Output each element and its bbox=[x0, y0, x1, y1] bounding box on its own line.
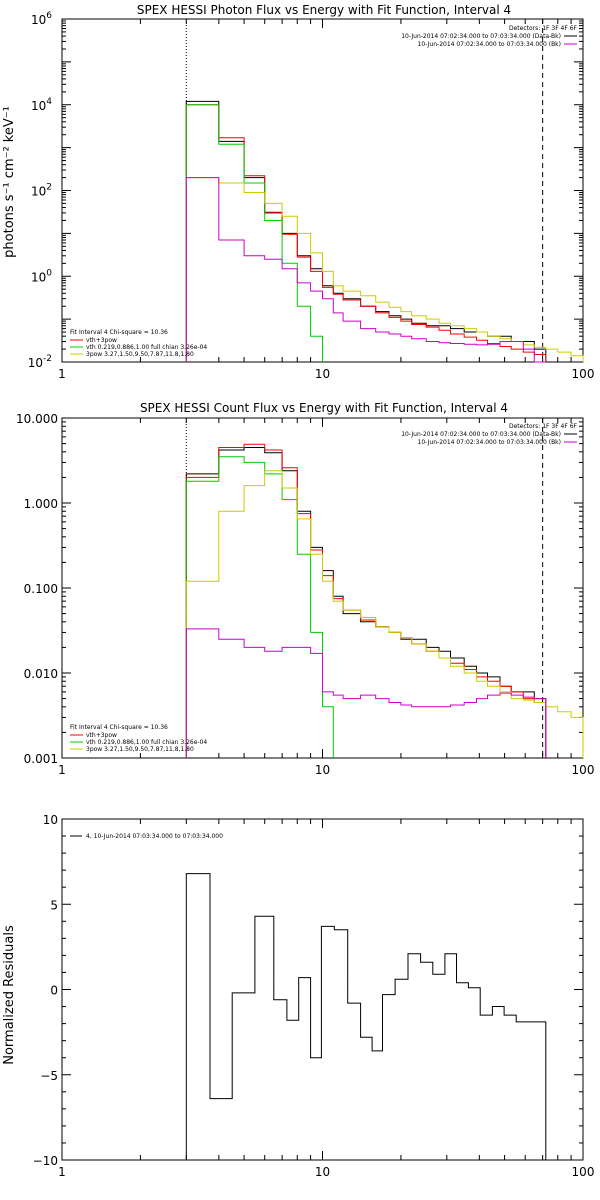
count-flux-legend-top-entry-0: 10-Jun-2014 07:02:34.000 to 07:03:34.000… bbox=[401, 431, 561, 438]
y-tick-label: 0.010 bbox=[24, 667, 58, 681]
residuals-ylabel: Normalized Residuals bbox=[2, 925, 17, 1065]
series-vth-line bbox=[185, 104, 323, 362]
y-tick-label: 100 bbox=[31, 268, 52, 284]
photon-flux-legend-top-entry-0: 10-Jun-2014 07:02:34.000 to 07:03:34.000… bbox=[401, 33, 561, 40]
series-bk-line bbox=[185, 177, 546, 363]
y-tick-label: 10-2 bbox=[28, 354, 52, 370]
y-tick-label: 5 bbox=[50, 898, 58, 912]
series-4-10-jun-2014-07-03-34-000-to-07-03-34-000-line bbox=[185, 873, 547, 1160]
count-flux-legend-bottom: Fit Interval 4 Chi-square = 10.36 vth+3p… bbox=[70, 724, 207, 753]
y-tick-label: 102 bbox=[31, 183, 52, 199]
photon-flux-legend-top: Detectors: 1F 3F 4F 6F 10-Jun-2014 07:02… bbox=[401, 25, 577, 48]
count-flux-panel: SPEX HESSI Count Flux vs Energy with Fit… bbox=[16, 401, 594, 777]
x-tick-label: 1 bbox=[58, 1165, 66, 1179]
y-tick-label: 10 bbox=[43, 813, 58, 827]
count-flux-title: SPEX HESSI Count Flux vs Energy with Fit… bbox=[140, 401, 508, 415]
photon-flux-legend-bottom-entry-0: vth+3pow bbox=[86, 337, 117, 344]
y-tick-label: −5 bbox=[40, 1069, 58, 1083]
photon-flux-series bbox=[185, 100, 584, 363]
residuals-series bbox=[185, 873, 547, 1160]
count-flux-legend-bottom-entry-0: vth+3pow bbox=[86, 732, 117, 739]
residuals-legend: 4, 10-Jun-2014 07:03:34.000 to 07:03:34.… bbox=[70, 833, 223, 840]
count-flux-series bbox=[185, 443, 584, 758]
y-tick-label: −10 bbox=[33, 1154, 58, 1168]
photon-flux-legend-bottom-header: Fit Interval 4 Chi-square = 10.36 bbox=[70, 329, 168, 336]
y-tick-label: 0 bbox=[50, 984, 58, 998]
y-tick-label: 1.000 bbox=[24, 497, 58, 511]
series-3pow-line bbox=[185, 470, 584, 758]
x-tick-label: 100 bbox=[572, 367, 595, 381]
photon-flux-legend-bottom-entry-2: 3pow 3.27,1.50,9.50,7.87,11.8,1.80 bbox=[86, 351, 194, 358]
count-flux-legend-top: Detectors: 1F 3F 4F 6F 10-Jun-2014 07:02… bbox=[401, 423, 577, 446]
photon-flux-legend-bottom: Fit Interval 4 Chi-square = 10.36 vth+3p… bbox=[70, 329, 207, 358]
count-flux-legend-top-header: Detectors: 1F 3F 4F 6F bbox=[509, 423, 578, 430]
x-tick-label: 100 bbox=[572, 1165, 595, 1179]
count-flux-legend-bottom-entry-2: 3pow 3.27,1.50,9.50,7.87,11.8,1.80 bbox=[86, 746, 194, 753]
y-tick-label: 104 bbox=[31, 97, 52, 113]
count-flux-legend-top-entry-1: 10-Jun-2014 07:02:34.000 to 07:03:34.000… bbox=[418, 439, 561, 446]
x-tick-label: 1 bbox=[58, 367, 66, 381]
y-tick-label: 0.100 bbox=[24, 582, 58, 596]
count-flux-axes: 1 10 100 0.001 0.010 0.100 1.000 10.000 bbox=[16, 412, 594, 777]
series-3pow-line bbox=[185, 177, 584, 362]
x-tick-label: 10 bbox=[315, 367, 330, 381]
x-tick-label: 100 bbox=[572, 763, 595, 777]
photon-flux-ylabel: photons s⁻¹ cm⁻² keV⁻¹ bbox=[2, 106, 17, 258]
x-tick-label: 1 bbox=[58, 763, 66, 777]
photon-flux-panel: SPEX HESSI Photon Flux vs Energy with Fi… bbox=[2, 3, 594, 381]
photon-flux-legend-top-header: Detectors: 1F 3F 4F 6F bbox=[509, 25, 578, 32]
residuals-legend-entry-0: 4, 10-Jun-2014 07:03:34.000 to 07:03:34.… bbox=[86, 833, 223, 840]
residuals-panel: Normalized Residuals 1 10 100 −10 −5 0 5 10 4, … bbox=[2, 813, 594, 1179]
series-bk-line bbox=[185, 628, 547, 758]
photon-flux-legend-bottom-entry-1: vth 0.219,0.886,1.00 full chian 3.26e-04 bbox=[86, 344, 207, 351]
y-tick-label: 106 bbox=[31, 11, 52, 27]
count-flux-legend-bottom-entry-1: vth 0.219,0.886,1.00 full chian 3.26e-04 bbox=[86, 739, 207, 746]
count-flux-legend-bottom-header: Fit Interval 4 Chi-square = 10.36 bbox=[70, 724, 168, 731]
photon-flux-title: SPEX HESSI Photon Flux vs Energy with Fi… bbox=[137, 3, 511, 17]
y-tick-label: 10.000 bbox=[16, 412, 58, 426]
x-tick-label: 10 bbox=[315, 1165, 330, 1179]
x-tick-label: 10 bbox=[315, 763, 330, 777]
y-tick-label: 0.001 bbox=[24, 752, 58, 766]
photon-flux-legend-top-entry-1: 10-Jun-2014 07:02:34.000 to 07:03:34.000… bbox=[418, 41, 561, 48]
residuals-axes: 1 10 100 −10 −5 0 5 10 bbox=[33, 813, 595, 1179]
